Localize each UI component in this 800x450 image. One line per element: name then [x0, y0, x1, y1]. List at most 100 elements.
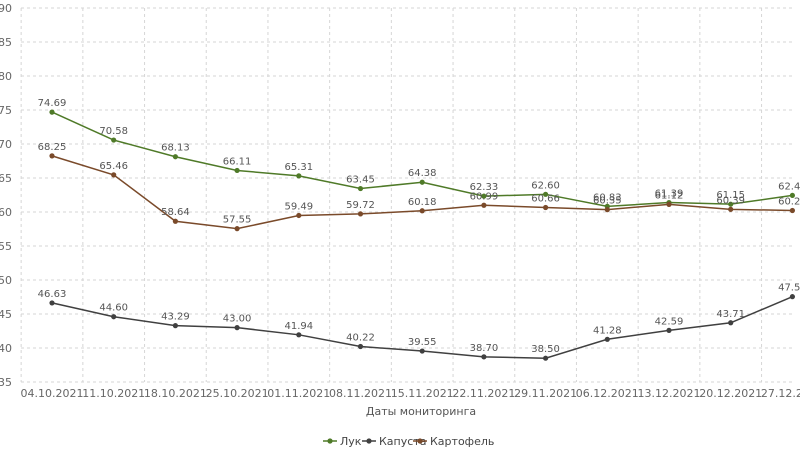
- data-point: [481, 354, 487, 360]
- data-label: 61.15: [716, 190, 745, 201]
- data-point: [172, 323, 178, 329]
- data-point: [728, 320, 734, 326]
- data-label: 40.22: [346, 333, 375, 344]
- data-point: [604, 207, 610, 213]
- data-label: 63.45: [346, 175, 375, 186]
- x-tick-label: 13.12.2021: [638, 387, 701, 400]
- x-tick-label: 15.11.2021: [391, 387, 454, 400]
- data-label: 62.60: [531, 180, 560, 191]
- data-point: [543, 355, 549, 361]
- data-point: [296, 332, 302, 338]
- data-label: 41.94: [284, 321, 313, 332]
- data-label: 68.13: [161, 143, 190, 154]
- legend-label: Капуста: [379, 435, 426, 448]
- data-label: 68.25: [38, 142, 67, 153]
- legend-label: Лук: [340, 435, 362, 448]
- data-point: [357, 185, 364, 192]
- data-label: 57.55: [223, 215, 252, 226]
- legend-marker: [417, 438, 423, 444]
- x-tick-label: 22.11.2021: [452, 387, 515, 400]
- data-label: 61.39: [655, 189, 684, 200]
- data-label: 62.33: [470, 182, 499, 193]
- data-point: [666, 327, 672, 333]
- data-label: 59.72: [346, 200, 375, 211]
- y-tick-label: 40: [0, 342, 12, 355]
- data-point: [728, 206, 734, 212]
- data-point: [234, 167, 240, 174]
- data-point: [789, 192, 796, 199]
- data-point: [234, 325, 240, 331]
- data-point: [728, 201, 734, 207]
- data-point: [666, 201, 672, 207]
- data-label: 60.66: [531, 194, 560, 205]
- data-label: 70.58: [99, 126, 128, 137]
- legend-marker: [366, 438, 372, 444]
- legend: Лук Капуста Картофель: [323, 435, 494, 448]
- data-label: 60.35: [593, 196, 622, 207]
- data-point: [543, 191, 549, 197]
- data-label: 60.39: [716, 195, 745, 206]
- data-point: [111, 137, 117, 143]
- data-point: [49, 153, 55, 159]
- x-tick-label: 11.10.2021: [82, 387, 145, 400]
- data-point: [789, 294, 796, 300]
- data-label: 60.18: [408, 197, 437, 208]
- series-lines: [49, 109, 796, 361]
- y-tick-label: 45: [0, 308, 12, 321]
- data-label: 62.44: [778, 181, 800, 192]
- data-label: 74.69: [38, 98, 67, 109]
- x-tick-label: 08.11.2021: [329, 387, 392, 400]
- x-tick-label: 18.10.2021: [144, 387, 207, 400]
- data-label: 65.31: [284, 162, 313, 173]
- y-axis-ticks: 35 40 45 50 55 60 65 70 75 80 85 90: [0, 2, 12, 389]
- legend-label: Картофель: [430, 435, 494, 448]
- data-point: [49, 109, 55, 115]
- data-label: 60.22: [778, 197, 800, 208]
- data-label: 38.70: [470, 343, 499, 354]
- data-point: [419, 179, 425, 185]
- data-point: [172, 154, 178, 160]
- data-label: 44.60: [99, 303, 128, 314]
- data-point: [49, 300, 55, 306]
- x-tick-label: 06.12.2021: [576, 387, 639, 400]
- y-tick-label: 90: [0, 2, 12, 15]
- x-axis-title: Даты мониторинга: [366, 405, 476, 418]
- data-point: [481, 193, 487, 199]
- data-point: [604, 336, 610, 342]
- data-point: [789, 207, 796, 214]
- data-label: 43.29: [161, 312, 190, 323]
- data-label: 61.12: [655, 190, 684, 201]
- data-label: 60.83: [593, 192, 622, 203]
- y-tick-label: 55: [0, 240, 12, 253]
- data-point: [296, 173, 302, 179]
- legend-marker: [327, 438, 333, 444]
- data-labels: 74.69 70.58 68.13 66.11 65.31 63.45 64.38 62.33…: [38, 98, 800, 355]
- x-tick-label: 29.11.2021: [514, 387, 577, 400]
- data-label: 47.55: [778, 283, 800, 294]
- data-label: 46.63: [38, 289, 67, 300]
- data-label: 59.49: [284, 201, 313, 212]
- y-tick-label: 75: [0, 104, 12, 117]
- x-tick-label: 01.11.2021: [267, 387, 330, 400]
- x-tick-label: 04.10.2021: [21, 387, 84, 400]
- data-label: 39.55: [408, 337, 437, 348]
- data-point: [419, 348, 425, 354]
- data-label: 65.46: [99, 161, 128, 172]
- data-point: [111, 314, 117, 320]
- y-tick-label: 85: [0, 36, 12, 49]
- data-label: 64.38: [408, 168, 437, 179]
- data-point: [357, 211, 364, 217]
- data-point: [481, 202, 487, 208]
- data-label: 41.28: [593, 325, 622, 336]
- data-point: [296, 212, 302, 219]
- data-label: 43.00: [223, 314, 252, 325]
- x-tick-label: 27.12.2021: [761, 387, 800, 400]
- data-label: 60.99: [470, 191, 499, 202]
- x-tick-label: 25.10.2021: [206, 387, 269, 400]
- y-tick-label: 35: [0, 376, 12, 389]
- data-point: [357, 343, 364, 350]
- data-point: [172, 218, 178, 224]
- data-point: [111, 172, 117, 178]
- data-point: [419, 208, 425, 214]
